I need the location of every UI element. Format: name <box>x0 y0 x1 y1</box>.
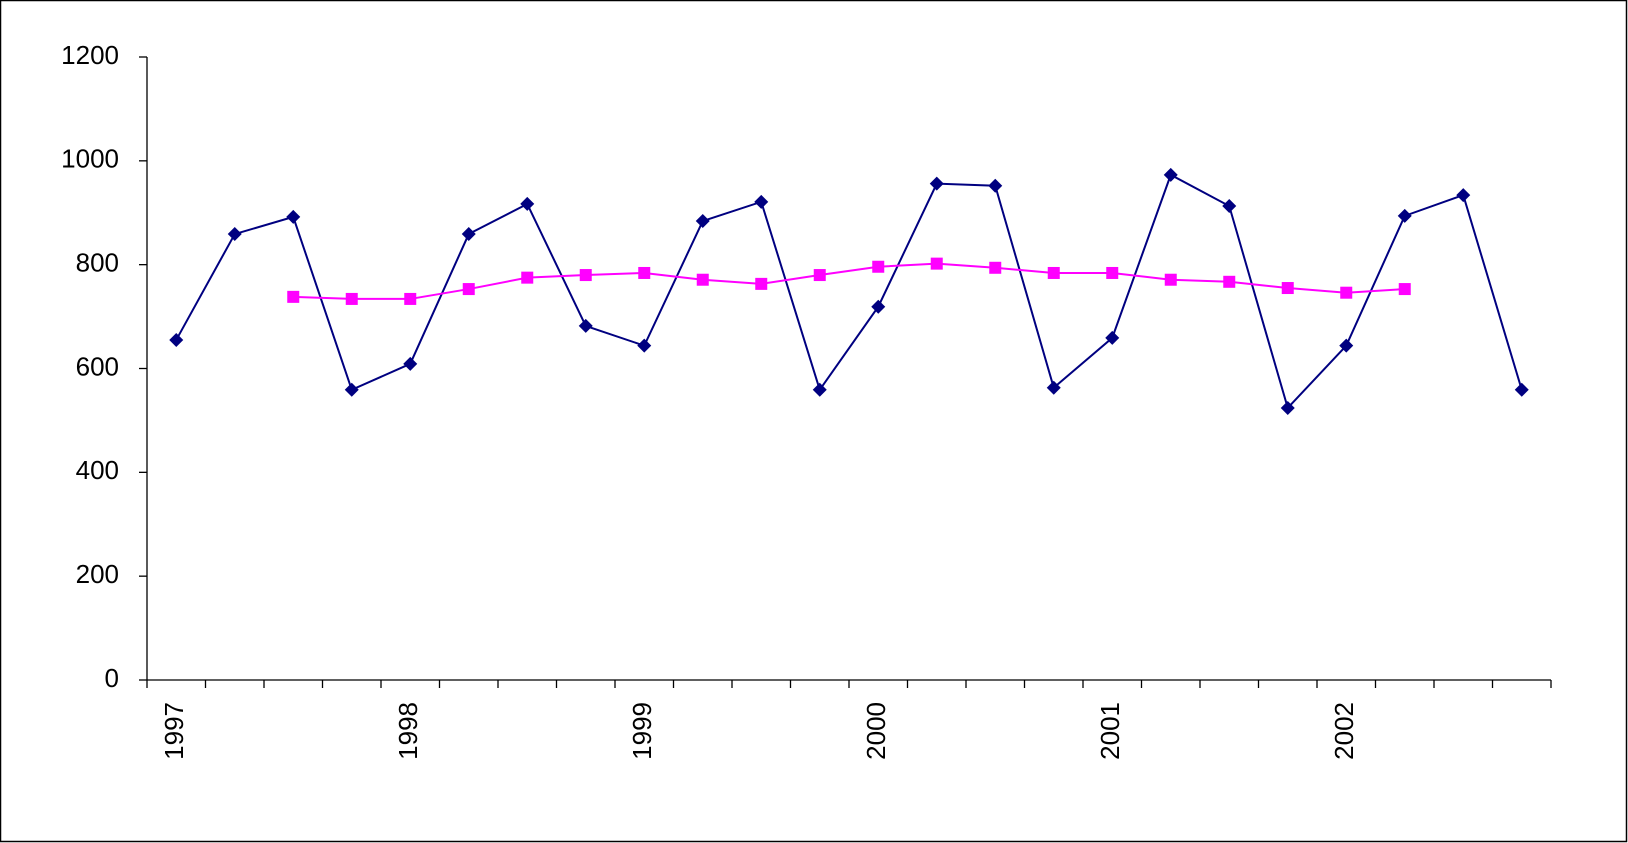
point <box>871 299 886 314</box>
point <box>1223 275 1236 288</box>
x-tick-label: 2001 <box>1095 702 1125 760</box>
point <box>1280 400 1295 415</box>
point <box>1340 286 1353 299</box>
point <box>989 261 1002 274</box>
y-tick-label: 200 <box>76 559 119 589</box>
y-tick-label: 1000 <box>61 144 119 174</box>
point <box>1398 283 1411 296</box>
point <box>637 338 652 353</box>
point <box>1339 338 1354 353</box>
point <box>462 283 475 296</box>
y-tick-label: 600 <box>76 351 119 381</box>
series-line <box>175 173 1523 410</box>
point <box>1106 266 1119 279</box>
y-tick-label: 0 <box>105 663 119 693</box>
point <box>1105 330 1120 345</box>
point <box>755 277 768 290</box>
point <box>754 194 769 209</box>
x-tick-label: 2002 <box>1329 702 1359 760</box>
point <box>404 292 417 305</box>
point <box>988 178 1003 193</box>
point <box>520 196 535 211</box>
point <box>930 257 943 270</box>
point <box>696 273 709 286</box>
point <box>695 214 710 229</box>
point <box>1397 208 1412 223</box>
point <box>1456 188 1471 203</box>
point <box>286 209 301 224</box>
point <box>344 382 359 397</box>
point <box>403 356 418 371</box>
point <box>1222 199 1237 214</box>
y-tick-label: 800 <box>76 248 119 278</box>
point <box>813 269 826 282</box>
point <box>578 318 593 333</box>
point <box>287 290 300 303</box>
point <box>227 227 242 242</box>
point <box>1046 380 1061 395</box>
point <box>1047 266 1060 279</box>
x-tick-label: 1999 <box>627 702 657 760</box>
point <box>169 332 184 347</box>
y-tick-label: 1200 <box>61 40 119 70</box>
x-tick-label: 1998 <box>393 702 423 760</box>
point <box>579 269 592 282</box>
x-tick-label: 2000 <box>861 702 891 760</box>
point <box>638 266 651 279</box>
point <box>872 260 885 273</box>
series-line <box>293 262 1405 300</box>
point <box>521 271 534 284</box>
x-tick-label: 1997 <box>159 702 189 760</box>
point <box>1281 282 1294 295</box>
point <box>345 292 358 305</box>
point <box>812 382 827 397</box>
y-tick-label: 400 <box>76 455 119 485</box>
point <box>929 176 944 191</box>
point <box>1164 273 1177 286</box>
point <box>461 227 476 242</box>
point <box>1514 382 1529 397</box>
point <box>1163 167 1178 182</box>
